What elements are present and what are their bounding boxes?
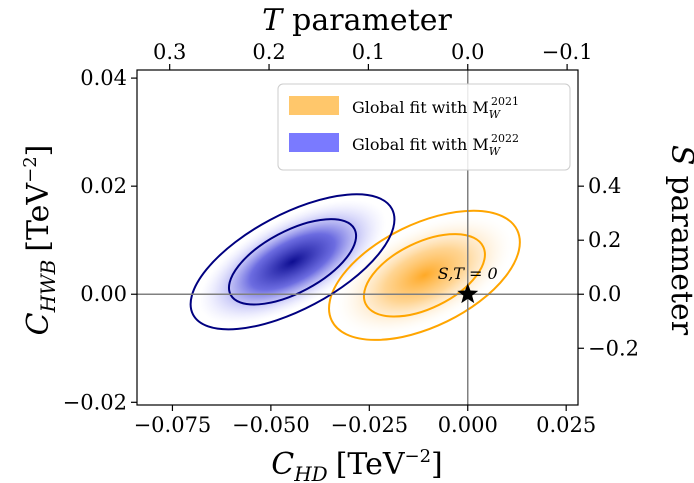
density-blob-2022 (198, 199, 387, 324)
top-tick-label: 0.0 (451, 40, 484, 64)
reference-point-label: S,T = 0 (438, 264, 498, 283)
legend-box (277, 83, 571, 171)
top-tick-label: 0.2 (252, 40, 285, 64)
top-tick-label: 0.1 (352, 40, 385, 64)
y-tick-label: 0.02 (80, 174, 127, 198)
reference-point-star-icon (457, 283, 479, 304)
x-tick-label: −0.075 (134, 413, 212, 437)
legend-swatch-2021 (289, 96, 339, 115)
legend-entry-2022: Global fit with MW2022 (352, 132, 519, 158)
top-tick-label: 0.3 (153, 40, 186, 64)
legend-swatch-2022 (289, 133, 339, 152)
y-tick-label: −0.02 (63, 390, 127, 414)
legend-entry-2021: Global fit with MW2021 (352, 95, 519, 121)
x-tick-label: 0.000 (438, 413, 498, 437)
plot-frame (136, 69, 579, 406)
plot-area (137, 70, 578, 405)
right-tick-label: 0.2 (588, 228, 621, 252)
y-axis-title: CHWB[TeV−2] (20, 145, 60, 336)
x-tick-label: 0.025 (536, 413, 596, 437)
contour-outer-2022 (189, 193, 396, 331)
ticks-layer: −0.075 −0.050 −0.025 0.000 0.025 −0.02 0.00 0.0… (63, 40, 639, 437)
top-tick-label: −0.1 (542, 40, 593, 64)
contour-outer-2021 (328, 209, 521, 341)
x-axis-title: CHD [TeV−2] (271, 446, 443, 483)
right-tick-label: −0.2 (588, 336, 639, 360)
x-tick-label: −0.050 (232, 413, 310, 437)
legend: Global fit with MW2021 Global fit with M… (277, 83, 571, 171)
right-axis-title: Sparameter (664, 145, 694, 336)
right-tick-label: 0.0 (588, 282, 621, 306)
right-tick-label: 0.4 (588, 174, 621, 198)
contour-inner-2021 (362, 233, 486, 318)
y-tick-label: 0.00 (80, 282, 127, 306)
x-tick-label: −0.025 (330, 413, 408, 437)
y-tick-label: 0.04 (80, 66, 127, 90)
